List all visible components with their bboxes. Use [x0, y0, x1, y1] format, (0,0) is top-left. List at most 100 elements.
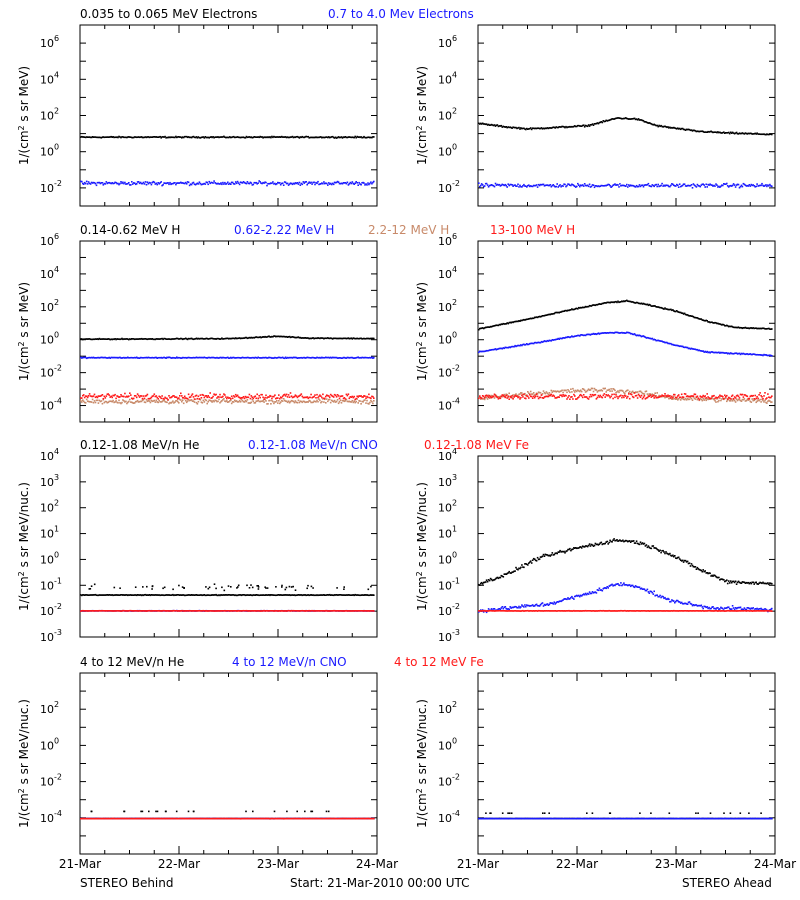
data-point: [239, 397, 242, 400]
data-point: [363, 182, 365, 184]
data-point: [297, 399, 300, 402]
data-point: [159, 135, 161, 138]
data-point: [689, 184, 692, 187]
data-point: [668, 185, 670, 188]
data-point: [331, 135, 334, 138]
data-point: [577, 308, 579, 310]
data-point: [524, 392, 526, 395]
data-point: [123, 400, 125, 402]
data-point: [210, 356, 212, 359]
data-point: [580, 184, 583, 187]
data-point: [529, 317, 532, 320]
data-point: [277, 397, 279, 399]
data-point: [209, 357, 211, 359]
data-point: [92, 181, 95, 184]
data-point: [219, 594, 221, 597]
data-point: [618, 332, 620, 334]
data-point: [652, 305, 655, 307]
data-point: [171, 338, 173, 340]
data-point: [643, 121, 646, 123]
data-point: [677, 345, 680, 347]
data-point: [189, 183, 192, 185]
data-point: [504, 396, 507, 399]
data-point: [622, 332, 624, 334]
data-point: [563, 126, 565, 128]
data-point: [518, 320, 520, 322]
y-axis-label: 1/(cm2 s sr MeV): [415, 66, 430, 165]
data-point: [362, 396, 364, 398]
data-point: [247, 182, 250, 185]
data-point: [241, 182, 244, 184]
data-point: [750, 401, 753, 403]
data-point: [584, 396, 587, 398]
data-point: [664, 307, 666, 309]
data-point: [174, 182, 176, 184]
data-point: [221, 136, 223, 138]
data-point: [98, 395, 101, 397]
data-point: [580, 125, 583, 127]
data-point: [325, 136, 327, 138]
data-point: [560, 185, 562, 188]
data-point: [771, 133, 773, 136]
data-point: [167, 594, 169, 596]
data-point: [321, 356, 323, 359]
data-point: [195, 337, 198, 340]
data-point: [368, 403, 370, 405]
data-point: [239, 610, 242, 612]
data-point: [505, 323, 507, 325]
data-point: [753, 398, 755, 400]
data-point: [141, 182, 144, 185]
data-point: [192, 338, 195, 341]
data-point: [634, 302, 637, 304]
data-point: [595, 398, 598, 400]
data-point: [222, 395, 224, 398]
data-point: [323, 401, 325, 403]
data-point: [701, 399, 704, 402]
data-point: [512, 321, 514, 324]
data-point: [524, 128, 526, 130]
y-tick-exponent: 0: [452, 550, 457, 559]
data-point: [132, 402, 135, 404]
y-tick-exponent: -1: [452, 576, 460, 585]
data-point: [83, 594, 86, 596]
data-point: [303, 400, 306, 403]
data-point: [550, 185, 553, 188]
data-point: [367, 594, 369, 596]
data-point: [735, 395, 738, 397]
data-point: [329, 594, 332, 596]
data-point: [508, 392, 510, 395]
data-point: [529, 127, 532, 129]
data-point: [279, 182, 281, 184]
data-point: [535, 184, 538, 186]
data-point: [253, 610, 256, 612]
data-point: [604, 184, 606, 187]
data-point: [558, 311, 560, 314]
data-point: [134, 338, 137, 340]
data-point: [333, 337, 336, 340]
data-point: [270, 594, 272, 596]
data-point: [743, 398, 746, 400]
data-point: [656, 392, 658, 394]
data-point: [658, 396, 660, 398]
data-point: [254, 610, 257, 612]
data-point: [279, 610, 281, 612]
data-point: [697, 130, 700, 133]
data-point: [280, 335, 283, 338]
data-point: [505, 394, 507, 397]
data-point: [218, 136, 220, 139]
data-point: [594, 333, 597, 335]
data-point: [620, 332, 622, 334]
data-point: [231, 401, 234, 403]
data-point: [765, 401, 767, 404]
data-point: [606, 332, 608, 334]
data-point: [336, 587, 338, 589]
data-point: [118, 396, 120, 398]
data-point: [339, 594, 342, 596]
data-point: [306, 136, 308, 138]
data-point: [153, 594, 156, 596]
data-point: [315, 181, 317, 184]
data-point: [626, 117, 628, 120]
data-point: [754, 353, 756, 356]
data-point: [562, 337, 564, 339]
data-point: [279, 594, 281, 596]
